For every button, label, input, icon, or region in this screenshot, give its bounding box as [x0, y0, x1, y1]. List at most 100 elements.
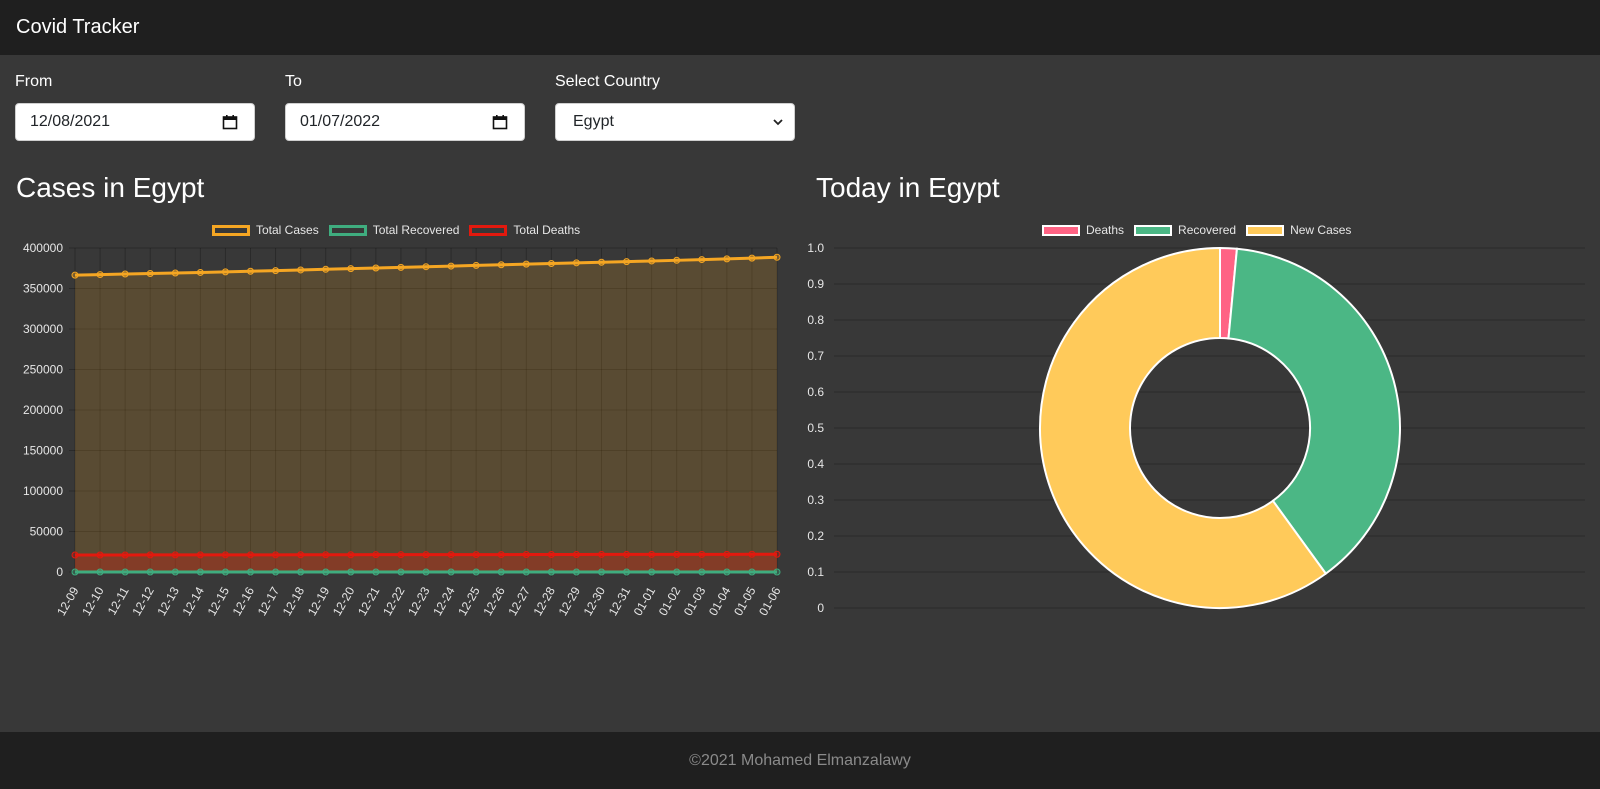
legend-item-deaths[interactable]: Deaths	[1042, 223, 1124, 237]
y-tick-label: 0.1	[807, 565, 824, 579]
total-recovered-point	[71, 568, 79, 576]
legend-item-total-recovered[interactable]: Total Recovered	[328, 223, 459, 237]
x-tick-label: 12-25	[455, 584, 483, 618]
y-tick-label: 0.9	[807, 277, 824, 291]
total-cases-point	[397, 263, 405, 271]
total-recovered-point	[96, 568, 104, 576]
y-tick-label: 0.6	[807, 385, 824, 399]
total-recovered-point	[773, 568, 781, 576]
to-date-input[interactable]: 01/07/2022	[285, 103, 525, 141]
y-tick-label: 0.4	[807, 457, 824, 471]
total-recovered-point	[572, 568, 580, 576]
total-recovered-point	[221, 568, 229, 576]
total-cases-point	[623, 258, 631, 266]
total-recovered-point	[297, 568, 305, 576]
total-deaths-point	[773, 550, 781, 558]
total-recovered-point	[522, 568, 530, 576]
total-deaths-point	[422, 551, 430, 559]
total-recovered-point	[698, 568, 706, 576]
total-cases-point	[572, 259, 580, 267]
x-tick-label: 01-03	[681, 584, 709, 618]
y-tick-label: 0.7	[807, 349, 824, 363]
cases-line-chart[interactable]: 0 50000 100000 150000 200000 250000 300000 3500…	[0, 0, 800, 660]
total-cases-point	[297, 266, 305, 274]
total-deaths-point	[96, 551, 104, 559]
total-cases-point	[247, 267, 254, 275]
total-cases-line	[74, 255, 778, 277]
total-deaths-point	[698, 550, 706, 558]
legend-item-total-deaths[interactable]: Total Deaths	[469, 223, 580, 237]
total-cases-point	[322, 265, 330, 273]
total-deaths-point	[572, 551, 580, 559]
x-tick-label: 12-20	[330, 584, 358, 618]
legend-swatch	[469, 224, 508, 236]
x-tick-label: 12-22	[380, 584, 408, 618]
total-cases-point	[472, 261, 480, 269]
total-cases-point	[547, 259, 555, 267]
total-deaths-point	[171, 551, 179, 559]
total-recovered-point	[648, 568, 656, 576]
legend-label: Total Deaths	[513, 223, 581, 237]
total-cases-point	[497, 261, 505, 269]
legend-item-new-cases[interactable]: New Cases	[1246, 223, 1351, 237]
total-recovered-point	[723, 568, 731, 576]
x-tick-label: 01-02	[656, 584, 684, 618]
total-deaths-point	[598, 550, 605, 558]
y-tick-label: 100000	[23, 484, 63, 498]
total-deaths-point	[322, 551, 330, 559]
x-tick-label: 01-04	[706, 584, 734, 618]
legend-swatch	[1042, 224, 1080, 236]
total-deaths-point	[347, 551, 355, 559]
country-select[interactable]: Egypt	[555, 103, 795, 141]
x-tick-label: 01-06	[756, 584, 784, 618]
y-tick-label: 0.3	[807, 493, 824, 507]
total-deaths-point	[472, 551, 480, 559]
total-recovered-point	[322, 568, 330, 576]
legend-swatch	[212, 224, 250, 236]
y-tick-label: 0	[56, 565, 63, 579]
to-date-value: 01/07/2022	[300, 113, 381, 130]
today-doughnut-chart[interactable]: 0 0.1 0.2 0.3 0.4 0.5 0.6 0.7 0.8 0.9 1.0	[800, 0, 1600, 660]
total-cases-point	[698, 256, 706, 264]
from-date-value: 12/08/2021	[30, 113, 111, 130]
total-recovered-point	[146, 568, 154, 576]
total-recovered-point	[472, 568, 480, 576]
x-tick-label: 12-18	[280, 584, 308, 618]
total-cases-point	[723, 255, 731, 263]
x-tick-label: 01-05	[731, 584, 759, 618]
calendar-icon[interactable]	[492, 114, 508, 130]
x-tick-label: 12-09	[54, 584, 82, 618]
x-tick-label: 12-28	[530, 584, 558, 618]
total-recovered-point	[372, 568, 380, 576]
total-deaths-point	[623, 550, 631, 558]
total-deaths-point	[648, 550, 656, 558]
total-cases-point	[673, 256, 681, 264]
legend-item-recovered[interactable]: Recovered	[1134, 223, 1236, 237]
y-tick-label: 350000	[23, 282, 63, 296]
country-label: Select Country	[555, 73, 660, 90]
x-tick-label: 12-29	[556, 584, 584, 618]
cases-section-title: Cases in Egypt	[16, 172, 205, 203]
app-title[interactable]: Covid Tracker	[16, 16, 140, 38]
footer: ©2021 Mohamed Elmanzalawy	[0, 732, 1600, 789]
x-tick-label: 12-12	[129, 584, 157, 618]
legend-label: Deaths	[1086, 223, 1125, 237]
total-cases-point	[773, 253, 781, 261]
total-cases-point	[221, 268, 229, 276]
from-date-input[interactable]: 12/08/2021	[15, 103, 255, 141]
total-deaths-point	[196, 551, 204, 559]
total-cases-point	[272, 267, 280, 275]
total-recovered-point	[673, 568, 681, 576]
legend-label: Total Cases	[256, 223, 319, 237]
total-deaths-point	[397, 551, 405, 559]
y-tick-label: 1.0	[807, 241, 824, 255]
total-deaths-point	[221, 551, 229, 559]
legend-item-total-cases[interactable]: Total Cases	[212, 223, 319, 237]
navbar: Covid Tracker	[0, 0, 1600, 55]
total-cases-point	[196, 268, 204, 276]
total-deaths-point	[121, 551, 129, 559]
total-recovered-point	[497, 568, 505, 576]
y-tick-label: 300000	[23, 322, 63, 336]
total-recovered-point	[171, 568, 179, 576]
calendar-icon[interactable]	[222, 114, 238, 130]
